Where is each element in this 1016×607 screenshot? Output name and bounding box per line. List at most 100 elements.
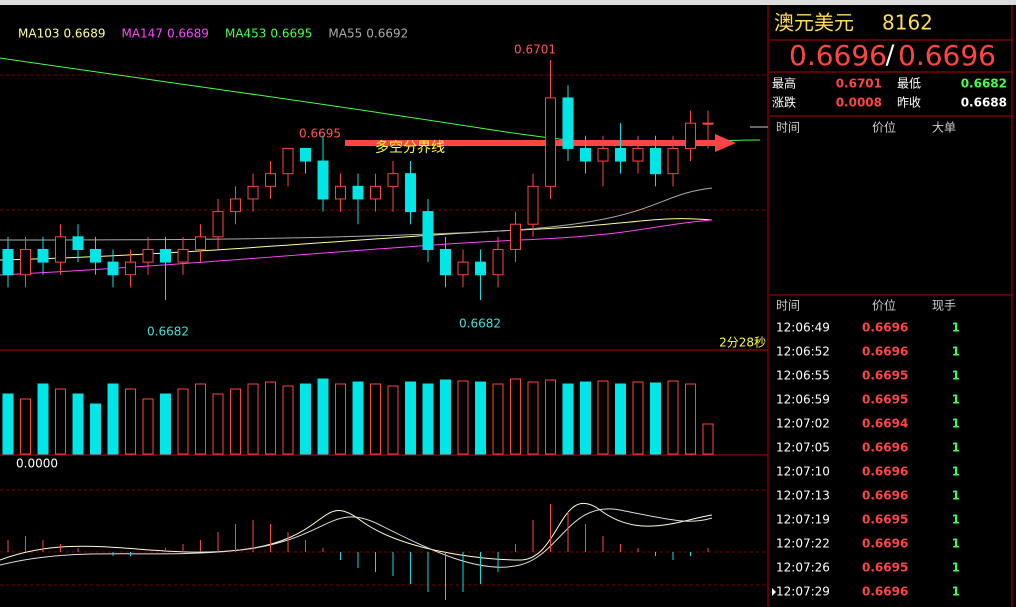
- candle-body: [545, 97, 556, 187]
- symbol-code: 8162: [882, 11, 933, 35]
- ma-name: MA55: [328, 27, 362, 41]
- volume-bar: [265, 381, 276, 455]
- stat-value: 0.0008: [836, 96, 882, 110]
- stat-label: 昨收: [897, 96, 921, 110]
- tick-volume: 1: [952, 369, 960, 383]
- volume-bar: [562, 383, 574, 455]
- column-header: 时间: [776, 121, 800, 135]
- candle-body: [562, 97, 574, 149]
- volume-bar: [230, 388, 241, 455]
- tick-price: 0.6696: [862, 465, 908, 479]
- high-label: 0.6701: [514, 43, 556, 57]
- column-header: 大单: [932, 121, 956, 135]
- candle-body: [72, 236, 84, 250]
- candle-body: [125, 261, 136, 276]
- volume-bar: [457, 380, 469, 455]
- tick-price: 0.6696: [862, 321, 908, 335]
- volume-bar: [107, 383, 119, 455]
- arrow: [345, 134, 736, 152]
- tick-time: 12:06:59: [776, 393, 830, 407]
- candle-body: [177, 248, 189, 263]
- tick-volume: 1: [952, 513, 960, 527]
- tick-time: 12:06:49: [776, 321, 830, 335]
- tick-time: 12:07:22: [776, 537, 830, 551]
- candle-body: [685, 122, 696, 149]
- volume-bar: [387, 385, 399, 455]
- candle-body: [475, 261, 486, 276]
- candle-body: [90, 248, 101, 263]
- candle-body: [230, 198, 241, 213]
- tick-volume: 1: [952, 561, 960, 575]
- volume-bar: [667, 380, 679, 455]
- tick-volume: 1: [952, 585, 960, 599]
- volume-bar: [160, 393, 171, 455]
- stat-value: 0.6682: [961, 77, 1007, 91]
- column-header: 价位: [872, 120, 896, 135]
- stat-value: 0.6688: [961, 96, 1007, 110]
- candle-body: [265, 173, 276, 187]
- tick-price: 0.6695: [862, 393, 908, 407]
- volume-bar: [55, 388, 66, 455]
- volume-bar: [20, 398, 31, 455]
- candle-body: [335, 185, 346, 200]
- candle-body: [632, 147, 644, 162]
- volume-bar: [650, 382, 661, 455]
- low-label: 0.6682: [459, 317, 501, 331]
- candle-body: [510, 223, 521, 250]
- candle-body: [422, 211, 434, 250]
- candle-body: [702, 122, 714, 125]
- tick-price: 0.6696: [862, 585, 908, 599]
- tick-price: 0.6696: [862, 537, 908, 551]
- volume-bar: [632, 381, 644, 455]
- candle-body: [615, 147, 626, 162]
- volume-bar: [597, 380, 609, 455]
- tick-volume: 1: [952, 441, 960, 455]
- ma-value: 0.6689: [167, 27, 209, 41]
- volume-bar: [72, 393, 84, 455]
- tick-price: 0.6695: [862, 369, 908, 383]
- candle-body: [195, 236, 206, 250]
- ask: 0.6696: [898, 39, 996, 72]
- tick-volume: 1: [952, 393, 960, 407]
- volume-bar: [440, 379, 451, 455]
- tick-time: 12:07:02: [776, 417, 830, 431]
- candle-body: [352, 185, 364, 200]
- low-label: 0.6682: [147, 325, 189, 339]
- candle-body: [2, 248, 14, 276]
- candle-body: [282, 147, 294, 175]
- ma-value: 0.6689: [63, 27, 105, 41]
- tick-price: 0.6694: [862, 417, 908, 431]
- candle-body: [20, 248, 31, 276]
- volume-bar: [335, 383, 346, 455]
- tick-volume: 1: [952, 321, 960, 335]
- volume-bar: [177, 388, 189, 455]
- candle-body: [457, 261, 469, 276]
- candle-body: [142, 248, 154, 263]
- candle-body: [247, 185, 259, 200]
- volume-bar: [90, 403, 101, 455]
- symbol-name: 澳元美元: [774, 11, 854, 35]
- volume-bar: [527, 381, 539, 455]
- tick-time: 12:07:26: [776, 561, 830, 575]
- tick-price: 0.6695: [862, 561, 908, 575]
- candle-body: [55, 236, 66, 263]
- ma-name: MA147: [121, 27, 162, 41]
- column-header: 现手: [932, 299, 956, 313]
- volume-bar: [685, 383, 696, 455]
- column-header: 时间: [776, 299, 800, 313]
- volume-bar: [492, 383, 504, 455]
- top-bar: [0, 0, 1016, 5]
- volume-bar: [615, 383, 626, 455]
- volume-bar: [422, 383, 434, 455]
- annotation: 多空分界线: [375, 139, 445, 156]
- candle-body: [405, 173, 416, 213]
- tick-time: 12:07:29: [776, 585, 830, 599]
- candle-body: [160, 248, 171, 263]
- tick-time: 12:07:10: [776, 465, 830, 479]
- tick-price: 0.6696: [862, 345, 908, 359]
- candle-body: [667, 147, 679, 175]
- tick-time: 12:07:05: [776, 441, 830, 455]
- volume-bar: [405, 381, 416, 455]
- grid: [0, 74, 768, 586]
- volume-bar: [510, 378, 521, 455]
